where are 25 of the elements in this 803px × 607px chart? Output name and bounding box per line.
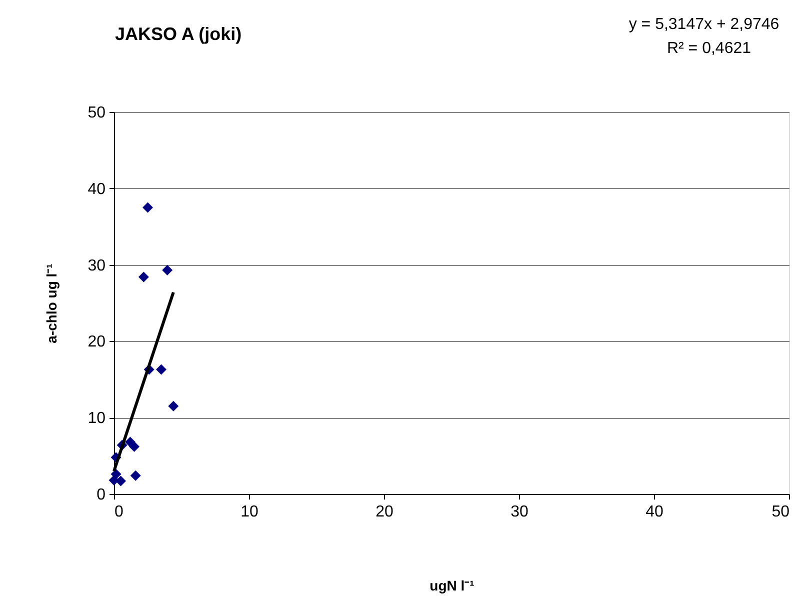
x-tick-label: 0 bbox=[114, 504, 124, 520]
point bbox=[116, 476, 126, 486]
y-tick-label: 30 bbox=[88, 257, 106, 274]
point bbox=[130, 470, 141, 481]
chart-title: JAKSO A (joki) bbox=[115, 24, 242, 44]
x-tick-label: 10 bbox=[240, 504, 258, 520]
text: y = 5,3147x + 2,9746 bbox=[628, 16, 780, 33]
y-tick-label: 40 bbox=[88, 180, 106, 198]
y-tick-label: 0 bbox=[96, 486, 106, 504]
x-tick-label: 30 bbox=[510, 504, 528, 520]
y-tick-label: 10 bbox=[88, 410, 106, 428]
point bbox=[138, 272, 149, 282]
point bbox=[129, 441, 140, 452]
text: R² = 0,4621 bbox=[666, 40, 752, 57]
point bbox=[156, 364, 166, 375]
x-tick-label: 20 bbox=[376, 504, 394, 520]
y-axis-title: a-chlo ug l⁻¹ bbox=[44, 263, 60, 344]
x-axis-title: ugN l⁻¹ bbox=[430, 578, 475, 594]
point bbox=[142, 202, 153, 213]
point bbox=[168, 400, 179, 412]
y-tick-label: 20 bbox=[88, 334, 106, 351]
x-tick-label: 40 bbox=[646, 504, 664, 520]
y-tick-label: 50 bbox=[88, 104, 106, 122]
point bbox=[162, 264, 173, 276]
x-tick-label: 50 bbox=[772, 504, 790, 520]
